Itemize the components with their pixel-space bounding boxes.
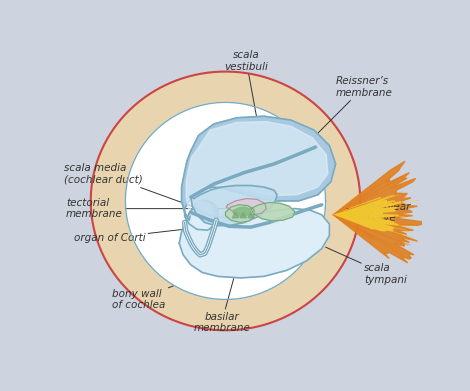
Polygon shape	[91, 72, 360, 330]
Text: scala media
(cochlear duct): scala media (cochlear duct)	[64, 163, 192, 206]
Polygon shape	[226, 199, 266, 215]
Text: bony wall
of cochlea: bony wall of cochlea	[112, 285, 174, 310]
Text: basilar
membrane: basilar membrane	[193, 266, 250, 334]
Polygon shape	[333, 195, 401, 231]
Polygon shape	[226, 205, 254, 222]
Polygon shape	[251, 203, 295, 221]
Polygon shape	[232, 212, 239, 218]
Polygon shape	[191, 185, 277, 226]
Polygon shape	[333, 161, 423, 263]
Text: organ of Corti: organ of Corti	[74, 224, 229, 243]
Text: cochlear
nerve: cochlear nerve	[346, 202, 411, 223]
Text: Reissner’s
membrane: Reissner’s membrane	[303, 76, 392, 149]
Polygon shape	[125, 102, 326, 300]
Text: scala
vestibuli: scala vestibuli	[224, 50, 268, 128]
Text: tectorial
membrane: tectorial membrane	[66, 198, 228, 219]
Polygon shape	[240, 212, 246, 218]
Polygon shape	[232, 207, 251, 216]
Polygon shape	[186, 122, 328, 224]
Polygon shape	[248, 212, 254, 218]
Polygon shape	[181, 116, 336, 230]
Text: scala
tympani: scala tympani	[326, 247, 407, 285]
Polygon shape	[179, 207, 329, 278]
